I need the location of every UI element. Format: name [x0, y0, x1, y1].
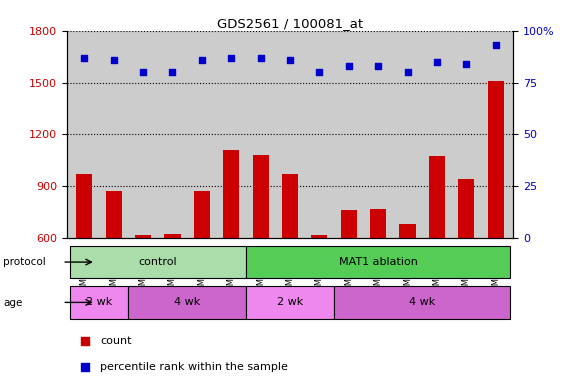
Bar [70, 246, 246, 278]
Bar [106, 191, 122, 238]
Bar [458, 179, 474, 238]
Point [448, 228, 457, 234]
Text: control: control [139, 257, 177, 267]
Text: protocol: protocol [3, 257, 46, 267]
Bar [128, 286, 246, 319]
Text: age: age [3, 298, 22, 308]
Point [403, 69, 412, 75]
Bar [311, 235, 328, 238]
Bar [223, 150, 240, 238]
Point [315, 69, 324, 75]
Point [462, 61, 471, 67]
Bar [76, 174, 92, 238]
Point [227, 55, 236, 61]
Point [168, 69, 177, 75]
Point [109, 57, 118, 63]
Bar [400, 224, 416, 238]
Point [448, 0, 457, 5]
Point [432, 59, 441, 65]
Bar [429, 156, 445, 238]
Bar [70, 286, 128, 319]
Bar [194, 191, 210, 238]
Point [197, 57, 206, 63]
Point [79, 55, 89, 61]
Text: 2 wk: 2 wk [277, 297, 303, 308]
Point [139, 69, 148, 75]
Text: 2 wk: 2 wk [86, 297, 112, 308]
Text: count: count [100, 336, 132, 346]
Bar [370, 209, 386, 238]
Point [285, 57, 295, 63]
Bar [488, 81, 504, 238]
Text: 4 wk: 4 wk [409, 297, 436, 308]
Text: percentile rank within the sample: percentile rank within the sample [100, 362, 288, 372]
Point [256, 55, 265, 61]
Bar [334, 286, 510, 319]
Bar [340, 210, 357, 238]
Bar [246, 246, 510, 278]
Bar [246, 286, 334, 319]
Bar [282, 174, 298, 238]
Point [374, 63, 383, 69]
Bar [164, 234, 180, 238]
Bar [135, 235, 151, 238]
Text: MAT1 ablation: MAT1 ablation [339, 257, 418, 267]
Point [344, 63, 353, 69]
Bar [252, 155, 269, 238]
Title: GDS2561 / 100081_at: GDS2561 / 100081_at [217, 17, 363, 30]
Text: 4 wk: 4 wk [174, 297, 200, 308]
Point [491, 42, 501, 48]
